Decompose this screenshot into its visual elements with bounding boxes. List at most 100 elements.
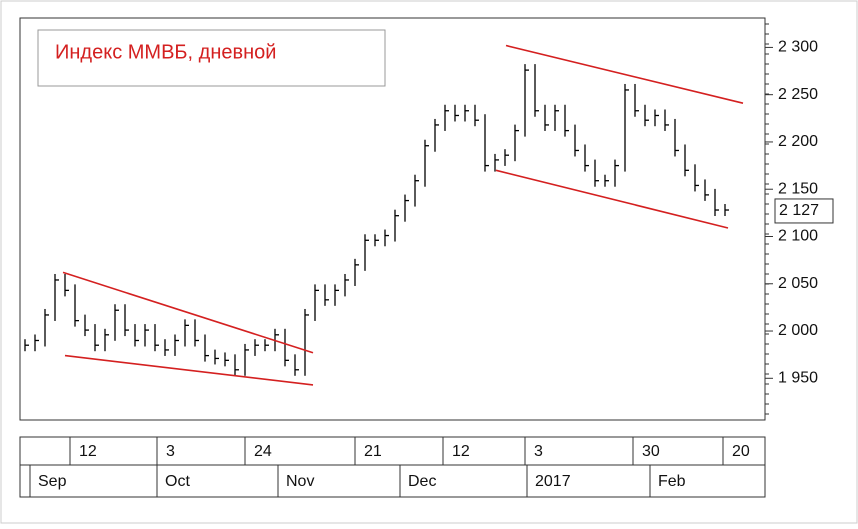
price-bar — [304, 308, 309, 376]
price-bar — [394, 209, 399, 242]
price-bar — [284, 328, 289, 367]
price-bar — [344, 273, 349, 297]
price-bar — [184, 319, 189, 347]
price-bar — [164, 339, 169, 356]
chart-title: Индекс ММВБ, дневной — [55, 41, 276, 63]
y-tick-label: 2 050 — [778, 275, 818, 292]
price-bar — [74, 284, 79, 327]
y-tick-label: 2 150 — [778, 180, 818, 197]
price-bar — [54, 273, 59, 321]
x-axis-box — [19, 436, 766, 498]
month-label: 2017 — [535, 473, 571, 490]
price-bar — [404, 194, 409, 222]
price-bar — [204, 334, 209, 362]
price-bar — [554, 104, 559, 131]
price-bar — [424, 139, 429, 187]
price-bar — [134, 324, 139, 347]
trend-line — [495, 169, 729, 229]
price-bar — [494, 153, 499, 172]
price-bar — [524, 64, 529, 137]
price-bar — [444, 104, 449, 131]
day-label: 20 — [732, 443, 750, 460]
trend-line — [505, 44, 744, 104]
price-bar — [634, 83, 639, 117]
price-bar — [244, 343, 249, 376]
price-bar — [644, 104, 649, 127]
price-bar — [324, 284, 329, 306]
price-bar — [64, 273, 69, 297]
price-bar — [364, 234, 369, 271]
day-label: 21 — [364, 443, 382, 460]
title-box — [37, 29, 386, 87]
price-bar — [34, 334, 39, 352]
price-bar — [254, 339, 259, 356]
price-bar — [234, 354, 239, 376]
day-label: 30 — [642, 443, 660, 460]
price-bar — [654, 109, 659, 127]
month-label: Feb — [658, 473, 686, 490]
price-bar — [414, 174, 419, 207]
day-label: 24 — [254, 443, 272, 460]
price-bar — [574, 124, 579, 157]
price-bar — [614, 159, 619, 187]
price-bar — [154, 324, 159, 352]
price-bar — [334, 284, 339, 306]
price-bar — [704, 179, 709, 201]
price-bar — [544, 104, 549, 131]
price-bar — [434, 118, 439, 152]
price-bar — [94, 324, 99, 352]
price-bar — [624, 83, 629, 172]
y-tick-label: 2 300 — [778, 39, 818, 56]
price-bar — [384, 229, 389, 247]
price-bar — [194, 319, 199, 347]
price-bar — [104, 328, 109, 352]
price-bar — [354, 258, 359, 286]
price-bar — [454, 104, 459, 122]
price-bar — [214, 349, 219, 365]
month-label: Dec — [408, 473, 436, 490]
price-bar — [114, 304, 119, 341]
price-bar — [564, 104, 569, 137]
day-label: 3 — [534, 443, 543, 460]
price-bar — [264, 339, 269, 352]
price-bar — [714, 188, 719, 217]
price-bar — [24, 339, 29, 352]
price-bar — [294, 354, 299, 376]
y-tick-label: 2 200 — [778, 133, 818, 150]
price-bar — [674, 118, 679, 157]
price-bar — [374, 234, 379, 247]
price-bar — [474, 104, 479, 127]
price-bar — [484, 114, 489, 172]
price-bar — [44, 308, 49, 347]
price-bar — [694, 164, 699, 192]
price-bar — [514, 124, 519, 162]
price-bar — [174, 334, 179, 356]
y-tick-label: 2 000 — [778, 322, 818, 339]
last-price-label: 2 127 — [779, 202, 819, 219]
day-label: 12 — [79, 443, 97, 460]
price-bar — [464, 104, 469, 122]
month-label: Nov — [286, 473, 314, 490]
price-bar — [534, 64, 539, 117]
price-bar — [314, 284, 319, 321]
last-price-box — [774, 198, 834, 224]
y-tick-label: 2 250 — [778, 86, 818, 103]
price-bar — [684, 144, 689, 177]
price-bar — [584, 144, 589, 172]
trend-line — [62, 271, 314, 354]
price-bar — [724, 204, 729, 217]
month-label: Oct — [165, 473, 190, 490]
trend-line — [64, 354, 314, 386]
price-bar — [504, 149, 509, 166]
y-tick-label: 2 100 — [778, 228, 818, 245]
month-label: Sep — [38, 473, 67, 490]
price-bar — [144, 324, 149, 347]
price-bar — [664, 109, 669, 131]
day-label: 3 — [166, 443, 175, 460]
price-bar — [604, 174, 609, 187]
y-tick-label: 1 950 — [778, 370, 818, 387]
price-bar — [124, 304, 129, 337]
price-bar — [224, 352, 229, 367]
